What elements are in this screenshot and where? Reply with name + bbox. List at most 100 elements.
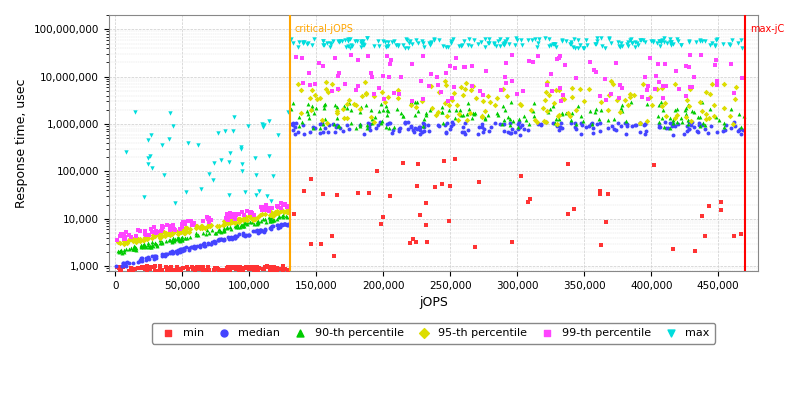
Point: [183, 226, 196, 232]
Point: [382, 107, 394, 114]
Point: [207, 238, 220, 244]
Point: [217, 228, 230, 234]
Point: [191, 232, 204, 238]
Point: [483, 127, 496, 134]
Point: [712, 117, 725, 124]
Point: [150, 228, 163, 234]
Point: [521, 127, 534, 133]
Point: [710, 114, 722, 120]
Point: [458, 86, 471, 93]
Point: [377, 213, 390, 220]
Point: [211, 237, 224, 243]
Point: [185, 244, 198, 250]
Point: [658, 100, 671, 106]
Point: [698, 122, 711, 128]
Point: [224, 226, 237, 232]
Point: [531, 40, 544, 46]
Point: [583, 59, 596, 65]
Point: [116, 231, 129, 238]
Point: [440, 44, 453, 50]
Point: [414, 127, 426, 133]
Point: [364, 127, 377, 134]
Point: [255, 211, 268, 217]
Point: [214, 236, 227, 242]
Point: [337, 127, 350, 134]
Point: [233, 264, 246, 271]
Point: [477, 129, 490, 136]
Point: [367, 93, 380, 100]
Point: [154, 231, 166, 238]
Point: [659, 112, 672, 119]
Point: [224, 214, 237, 220]
Point: [197, 218, 210, 225]
Point: [136, 237, 149, 243]
Point: [420, 110, 433, 116]
Point: [696, 99, 709, 105]
Point: [458, 128, 470, 135]
Point: [695, 108, 708, 114]
Point: [179, 230, 192, 236]
Point: [142, 242, 154, 248]
Point: [303, 115, 316, 122]
Point: [658, 123, 670, 130]
Point: [652, 102, 665, 108]
Point: [355, 44, 368, 50]
Point: [246, 214, 258, 220]
Point: [209, 264, 222, 271]
Point: [178, 226, 191, 232]
Point: [246, 228, 259, 234]
Point: [415, 38, 428, 44]
Point: [238, 215, 250, 221]
Point: [214, 236, 227, 242]
Point: [278, 221, 291, 228]
Point: [289, 124, 302, 130]
Point: [410, 239, 422, 246]
Point: [280, 207, 293, 213]
Point: [226, 212, 238, 218]
Text: critical-jOPS: critical-jOPS: [295, 24, 354, 34]
Point: [178, 247, 190, 254]
Point: [639, 121, 652, 127]
Point: [178, 235, 191, 241]
Point: [639, 74, 652, 80]
Point: [160, 230, 173, 236]
Point: [342, 38, 354, 44]
Point: [524, 196, 537, 202]
Point: [571, 44, 584, 51]
Point: [269, 208, 282, 215]
Point: [286, 120, 299, 126]
Point: [274, 205, 287, 212]
Point: [365, 70, 378, 76]
Point: [634, 37, 647, 44]
Point: [341, 104, 354, 111]
Point: [247, 264, 260, 271]
Point: [515, 121, 528, 128]
Point: [666, 121, 679, 127]
Point: [667, 131, 680, 138]
Point: [229, 220, 242, 226]
Point: [260, 193, 273, 200]
Point: [174, 238, 186, 244]
Point: [647, 162, 660, 168]
Point: [614, 109, 626, 116]
Point: [202, 220, 215, 227]
Point: [608, 126, 621, 132]
Point: [139, 264, 152, 270]
Point: [494, 120, 506, 127]
Point: [410, 183, 423, 189]
Point: [238, 220, 250, 226]
Point: [144, 132, 157, 138]
Point: [541, 82, 554, 88]
Point: [260, 202, 273, 208]
Point: [590, 120, 603, 127]
Point: [398, 119, 411, 126]
Point: [652, 38, 665, 44]
Point: [599, 219, 612, 226]
Point: [638, 121, 651, 127]
Point: [515, 36, 528, 43]
Point: [418, 44, 430, 50]
Point: [555, 110, 568, 117]
Point: [190, 264, 203, 271]
Point: [640, 128, 653, 134]
Point: [182, 266, 194, 272]
